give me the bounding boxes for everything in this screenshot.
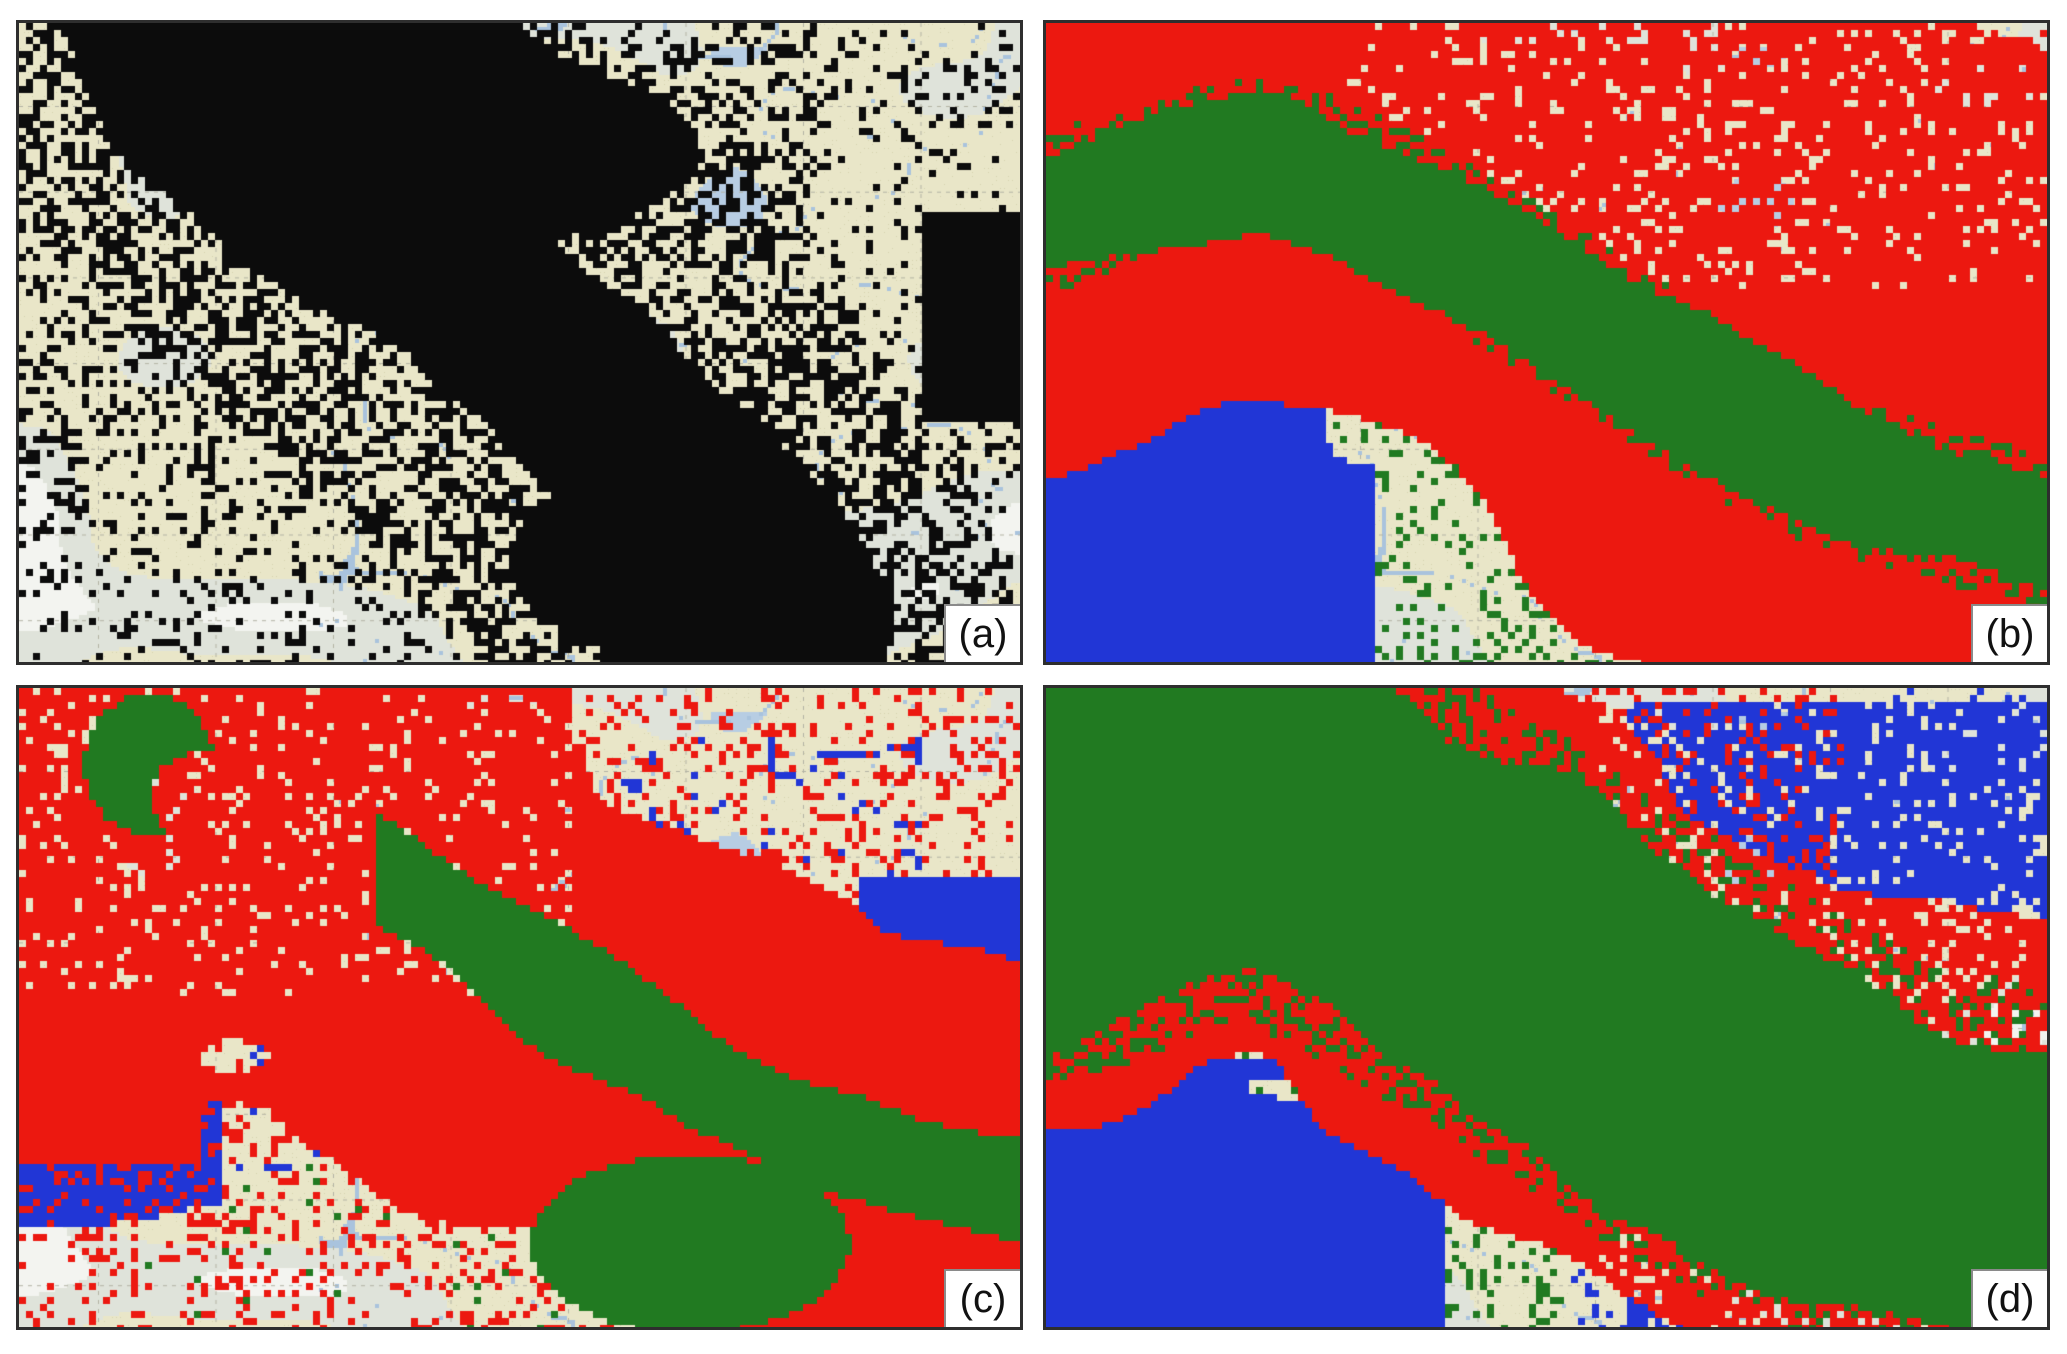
map-panel-a: (a) xyxy=(16,20,1023,665)
map-canvas-c xyxy=(19,688,1020,1327)
panel-label-b: (b) xyxy=(1971,604,2047,662)
map-panel-c: (c) xyxy=(16,685,1023,1330)
panel-label-d: (d) xyxy=(1971,1269,2047,1327)
map-canvas-a xyxy=(19,23,1020,662)
panel-label-c: (c) xyxy=(944,1269,1020,1327)
map-canvas-d xyxy=(1046,688,2047,1327)
map-canvas-b xyxy=(1046,23,2047,662)
map-panel-d: (d) xyxy=(1043,685,2050,1330)
map-panel-b: (b) xyxy=(1043,20,2050,665)
panel-label-a: (a) xyxy=(944,604,1020,662)
